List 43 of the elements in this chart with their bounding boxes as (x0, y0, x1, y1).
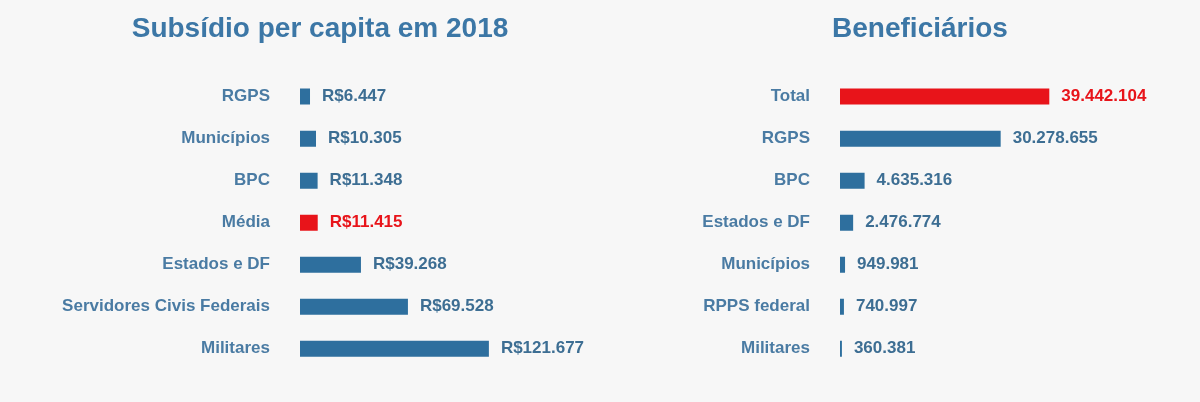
data-label: 949.981 (857, 254, 919, 274)
bar (300, 88, 311, 105)
y-tick-label: BPC (234, 170, 270, 190)
bar (300, 172, 318, 189)
y-tick-label: Total (770, 86, 810, 106)
y-tick-label: RGPS (761, 128, 810, 148)
data-label: R$11.348 (329, 170, 403, 190)
bar (840, 130, 1001, 147)
bar (300, 256, 361, 273)
y-tick-label: Servidores Civis Federais (62, 296, 270, 316)
data-label: R$6.447 (322, 86, 387, 106)
data-label: 360.381 (853, 338, 916, 358)
y-tick-label: Militares (741, 338, 810, 358)
data-label: 30.278.655 (1012, 128, 1098, 148)
data-label: R$11.415 (329, 212, 403, 232)
y-tick-label: Estados e DF (162, 254, 270, 274)
y-tick-label: Municípios (721, 254, 810, 274)
data-label: 4.635.316 (876, 170, 953, 190)
bar (300, 340, 489, 357)
y-tick-label: RGPS (221, 86, 270, 106)
bar (840, 298, 844, 315)
data-label: R$10.305 (328, 128, 402, 148)
y-tick-label: BPC (774, 170, 810, 190)
data-label: R$39.268 (372, 254, 447, 274)
y-tick-label: Municípios (181, 128, 270, 148)
y-tick-label: Estados e DF (702, 212, 810, 232)
chart-title: Subsídio per capita em 2018 (131, 11, 509, 43)
data-label: 740.997 (855, 296, 918, 316)
bar (840, 172, 865, 189)
bar (300, 214, 318, 231)
data-label: R$121.677 (500, 338, 585, 358)
chart-title: Beneficiários (832, 11, 1008, 43)
bar (300, 130, 316, 147)
y-tick-label: RPPS federal (703, 296, 810, 316)
bar (840, 214, 854, 231)
y-tick-label: Média (221, 212, 271, 232)
data-label: 39.442.104 (1061, 86, 1147, 106)
bar (840, 256, 846, 273)
data-label: 2.476.774 (865, 212, 942, 232)
bar (300, 298, 408, 315)
y-tick-label: Militares (201, 338, 270, 358)
data-label: R$69.528 (419, 296, 494, 316)
bar (840, 88, 1050, 105)
